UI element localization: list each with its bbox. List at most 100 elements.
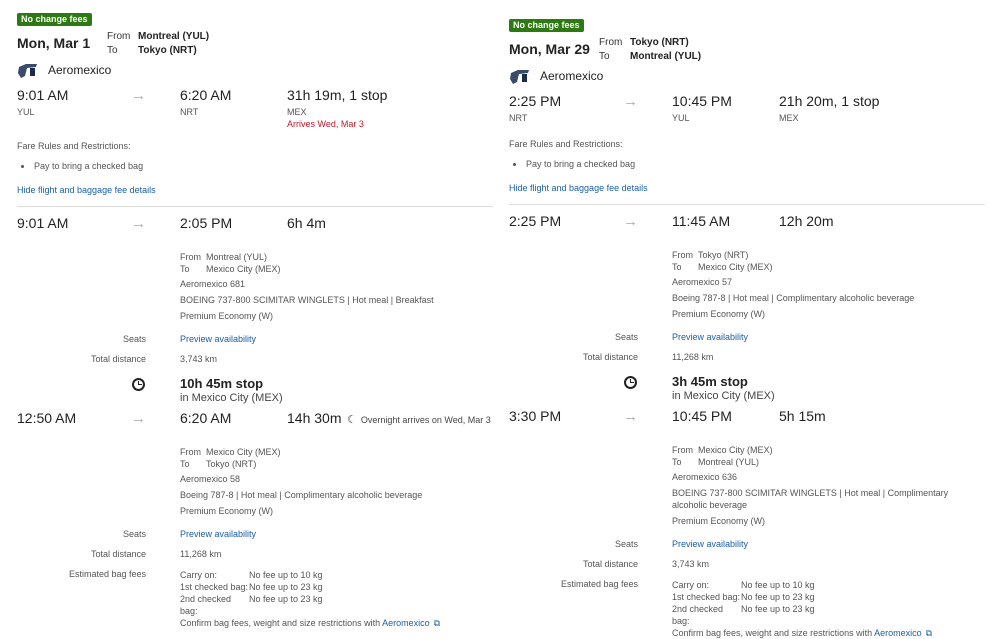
segment-details: From Montreal (YUL) To Mexico City (MEX) Aer…	[180, 251, 493, 322]
airline-bag-policy-link[interactable]: Aeromexico	[874, 628, 922, 638]
distance-value: 3,743 km	[672, 559, 710, 569]
confirm-bag-fees: Confirm bag fees, weight and size restri…	[672, 627, 932, 639]
depart-code: YUL	[17, 107, 35, 117]
spacer	[509, 125, 985, 129]
no-change-fees-badge: No change fees	[509, 19, 584, 32]
from-label: From	[599, 37, 623, 48]
summary-codes: NRT YUL MEX	[509, 113, 985, 125]
segment-arrive: 10:45 PM	[672, 408, 732, 424]
bag-fee: No fee up to 10 kg	[249, 570, 323, 580]
trip-date: Mon, Mar 1	[17, 35, 91, 51]
bag-type: 2nd checked bag:	[672, 604, 724, 626]
seats-row: Seats Preview availability	[17, 529, 493, 549]
bag-type: Carry on:	[672, 580, 710, 590]
preview-availability-link[interactable]: Preview availability	[672, 539, 749, 549]
overnight-note: ☾ Overnight arrives on Wed, Mar 3	[347, 413, 491, 426]
preview-availability-link[interactable]: Preview availability	[672, 332, 749, 342]
bag-fee-table: Carry on: No fee up to 10 kg 1st checked b…	[180, 569, 440, 617]
fare-rules-title: Fare Rules and Restrictions:	[17, 141, 131, 151]
summary-row: 2:25 PM → 10:45 PM 21h 20m, 1 stop	[509, 93, 985, 113]
arrive-time: 10:45 PM	[672, 93, 732, 109]
distance-row: Total distance 3,743 km	[17, 354, 493, 374]
segment-to: To Mexico City (MEX)	[672, 261, 985, 273]
segment-from: From Montreal (YUL)	[180, 251, 493, 263]
layover-place: in Mexico City (MEX)	[672, 390, 775, 402]
segment-row: 2:25 PM → 11:45 AM 12h 20m	[509, 213, 985, 233]
cabin-class: Premium Economy (W)	[672, 309, 766, 319]
segment-from: From Tokyo (NRT)	[672, 249, 985, 261]
airline: Aeromexico	[17, 59, 493, 81]
equipment: BOEING 737-800 SCIMITAR WINGLETS | Hot m…	[180, 295, 434, 305]
flight-number: Aeromexico 636	[672, 472, 738, 482]
distance-value: 11,268 km	[180, 549, 222, 559]
from-city: Tokyo (NRT)	[630, 37, 689, 48]
bag-fee: No fee up to 23 kg	[249, 582, 323, 592]
distance-label: Total distance	[90, 354, 146, 364]
arrow-right-icon: →	[131, 410, 146, 427]
divider	[17, 206, 493, 207]
airline-bag-policy-link[interactable]: Aeromexico	[382, 618, 430, 628]
aeromexico-logo-icon	[17, 61, 39, 79]
to-city: Tokyo (NRT)	[138, 45, 197, 56]
segment-depart: 3:30 PM	[509, 408, 562, 424]
from-label: From	[180, 447, 201, 457]
layover: 3h 45m stop in Mexico City (MEX)	[509, 374, 985, 408]
preview-availability-link[interactable]: Preview availability	[180, 529, 257, 539]
depart-code: NRT	[509, 113, 528, 123]
from-line: From Tokyo (NRT)	[599, 36, 701, 50]
layover-place: in Mexico City (MEX)	[180, 392, 283, 404]
seats-label: Seats	[122, 529, 146, 539]
trip-date: Mon, Mar 29	[509, 41, 590, 57]
from-label: From	[672, 250, 693, 260]
segment-details: From Mexico City (MEX) To Montreal (YUL) Aer…	[672, 444, 985, 527]
fare-rules-title: Fare Rules and Restrictions:	[509, 139, 623, 149]
segment-details: From Tokyo (NRT) To Mexico City (MEX) Aerome…	[672, 249, 985, 320]
segment-to: To Montreal (YUL)	[672, 456, 985, 468]
segment-duration: 12h 20m	[779, 213, 834, 229]
arrive-time: 6:20 AM	[180, 87, 232, 103]
from-city: Montreal (YUL)	[138, 31, 210, 42]
summary-codes: YUL NRT MEX	[17, 107, 493, 119]
to-label: To	[599, 51, 610, 62]
depart-time: 9:01 AM	[17, 87, 69, 103]
external-link-icon: ⧉	[925, 628, 933, 638]
flight-number: Aeromexico 57	[672, 277, 733, 287]
cabin-class: Premium Economy (W)	[672, 516, 766, 526]
bag-fees-label: Estimated bag fees	[560, 579, 638, 589]
segment-depart: 9:01 AM	[17, 215, 69, 231]
hide-details-toggle[interactable]: Hide flight and baggage fee details	[509, 183, 648, 193]
route-from-to: From Montreal (YUL) To Tokyo (NRT)	[107, 30, 209, 58]
segment-to-city: Tokyo (NRT)	[206, 459, 257, 469]
moon-icon: ☾	[347, 414, 357, 426]
seats-row: Seats Preview availability	[17, 334, 493, 354]
stop-code: MEX	[287, 107, 307, 117]
segment-from-city: Tokyo (NRT)	[698, 250, 749, 260]
cabin-class: Premium Economy (W)	[180, 311, 274, 321]
distance-row: Total distance 11,268 km	[509, 352, 985, 372]
preview-availability-link[interactable]: Preview availability	[180, 334, 257, 344]
distance-value: 3,743 km	[180, 354, 218, 364]
arrow-right-icon: →	[623, 93, 638, 110]
return-flight-card: No change fees Mon, Mar 29 From Tokyo (NRT)…	[509, 15, 985, 638]
arrow-right-icon: →	[131, 215, 146, 232]
arrive-code: NRT	[180, 107, 199, 117]
segment-from: From Mexico City (MEX)	[672, 444, 985, 456]
segment-row: 3:30 PM → 10:45 PM 5h 15m	[509, 408, 985, 428]
fare-rule-item: Pay to bring a checked bag	[509, 159, 985, 169]
layover-duration: 10h 45m stop	[180, 376, 264, 391]
bag-fees: Carry on: No fee up to 10 kg 1st checked b…	[672, 579, 932, 639]
equipment: BOEING 737-800 SCIMITAR WINGLETS | Hot m…	[672, 488, 949, 510]
segment-from-city: Montreal (YUL)	[206, 252, 268, 262]
arrives-note: Arrives Wed, Mar 3	[287, 119, 364, 129]
segment-arrive: 2:05 PM	[180, 215, 233, 231]
distance-label: Total distance	[582, 352, 638, 362]
divider	[509, 204, 985, 205]
hide-details-toggle[interactable]: Hide flight and baggage fee details	[17, 185, 156, 195]
arrow-right-icon: →	[623, 408, 638, 425]
confirm-text: Confirm bag fees, weight and size restri…	[180, 618, 381, 628]
trip-header: Mon, Mar 1 From Montreal (YUL) To Tokyo (NRT…	[17, 30, 493, 58]
bag-type: Carry on:	[180, 570, 218, 580]
confirm-text: Confirm bag fees, weight and size restri…	[672, 628, 873, 638]
cabin-class: Premium Economy (W)	[180, 506, 274, 516]
segment-to-city: Mexico City (MEX)	[698, 262, 773, 272]
